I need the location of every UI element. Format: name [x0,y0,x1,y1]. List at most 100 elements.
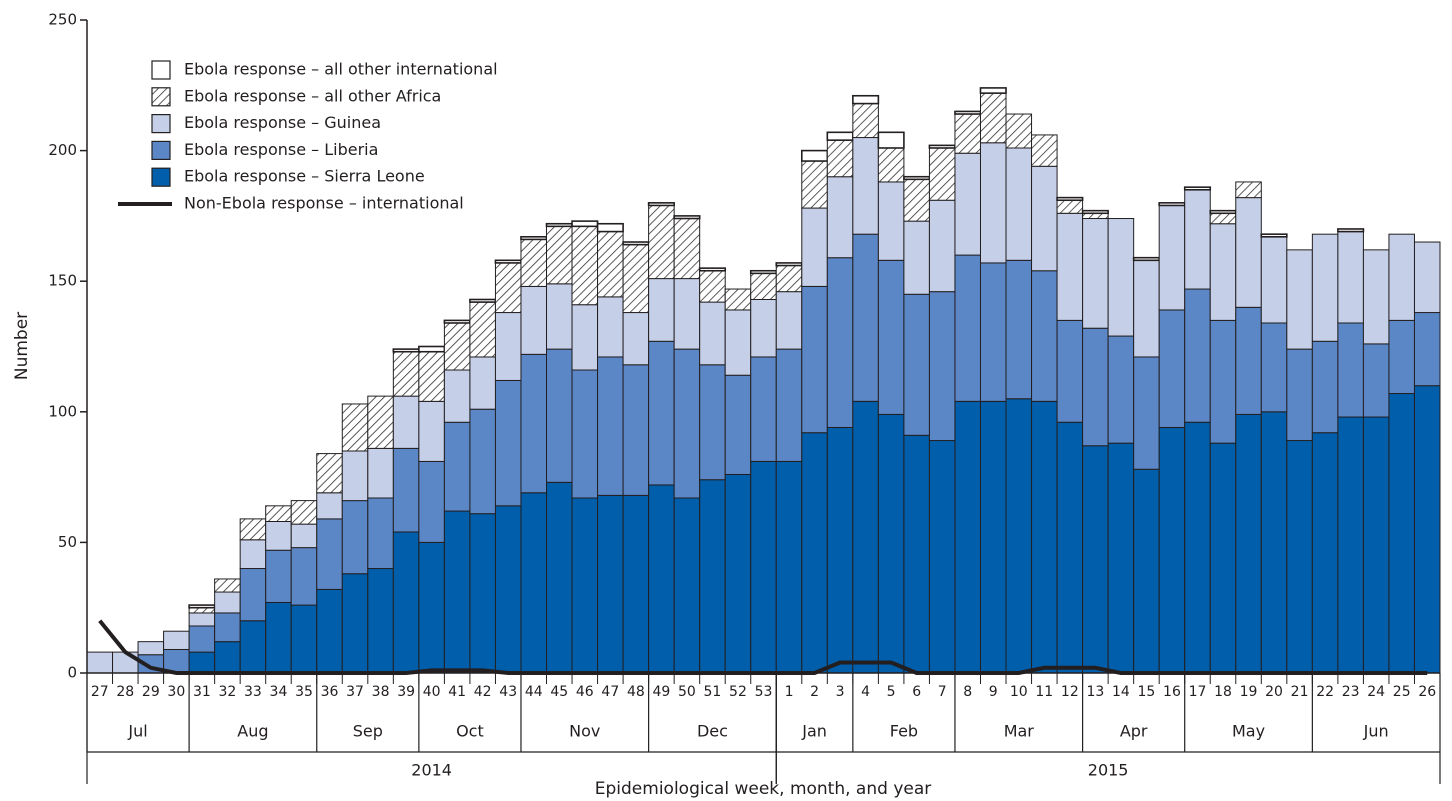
bar-segment [214,591,241,614]
x-tick-label: 29 [142,684,160,700]
bar-segment [494,312,522,381]
bar-segment [1133,259,1160,358]
bar-segment [750,356,777,462]
bar-segment [775,348,803,462]
bar-segment [239,518,267,541]
x-tick-label: 45 [550,684,568,700]
legend-swatch [151,87,171,107]
x-tick-label: 20 [1265,684,1283,700]
bar-segment [750,298,777,358]
bar-segment [1413,312,1441,387]
bar-segment [1235,181,1262,199]
bar-segment [648,340,675,486]
bar-segment [979,92,1007,144]
x-tick-label: 13 [1086,684,1104,700]
bar-segment [137,641,165,656]
bar-segment [316,588,343,674]
x-tick-label: 48 [627,684,645,700]
month-label: Oct [456,722,484,741]
bar-segment [749,269,778,275]
bar-segment [188,604,216,609]
bar-segment [673,278,701,350]
bar-segment [341,403,369,452]
bar-segment [1133,468,1160,674]
bar-segment [469,298,497,303]
bar-segment [443,369,471,423]
x-tick-label: 53 [755,684,773,700]
bar-segment [1158,202,1186,207]
x-tick-label: 4 [861,684,870,700]
bar-segment [954,400,981,674]
bar-segment [1031,165,1058,272]
bar-segment [826,139,854,178]
bar-segment [724,473,752,674]
bar-segment [265,505,292,523]
bar-segment [826,257,854,428]
bar-segment [443,319,471,324]
bar-segment [571,220,599,228]
bar-segment [367,395,394,449]
bar-segment [418,541,445,674]
y-tick-label: 100 [48,402,77,420]
bar-segment [877,131,905,149]
bar-segment [1005,259,1033,400]
bar-segment [469,513,496,674]
bar-segment [1184,421,1211,674]
bar-segment [954,254,981,402]
y-tick-label: 250 [48,11,77,29]
bar-segment [290,523,318,549]
bar-segment [954,113,981,154]
bar-segment [622,364,650,496]
bar-segment [903,293,930,436]
x-tick-label: 1 [785,684,794,700]
x-tick-label: 23 [1342,684,1360,700]
bar-segment [1311,340,1339,434]
bar-segment [214,578,241,593]
bar-segment [316,492,343,520]
bar-segment [214,641,241,674]
y-tick-label: 50 [58,533,77,551]
bar-segment [826,131,854,141]
bar-segment [877,259,905,415]
bar-segment [545,222,573,228]
bar-segment [648,484,675,674]
bar-segment [1286,348,1313,442]
bar-segment [392,348,420,353]
bar-segment [673,215,701,220]
bar-segment [1132,256,1160,262]
bar-segment [928,291,956,442]
x-tick-label: 27 [91,684,109,700]
bar-segment [520,238,548,287]
bar-segment [1260,236,1288,324]
bar-segment [1056,319,1084,423]
bar-segment [1337,231,1364,324]
bar-segment [673,218,701,280]
bar-segment [1209,223,1237,321]
bar-segment [597,296,624,358]
bar-segment [1209,442,1237,674]
month-label: Feb [890,722,918,741]
x-tick-label: 24 [1367,684,1385,700]
bar-segment [903,434,930,674]
bar-segment [852,103,879,139]
bar-segment [1286,249,1313,350]
x-tick-label: 12 [1061,684,1079,700]
x-tick-label: 51 [704,684,722,700]
x-tick-label: 14 [1112,684,1130,700]
x-tick-label: 44 [525,684,543,700]
bar-segment [801,207,828,287]
bar-segment [801,285,828,434]
y-tick-label: 150 [48,272,77,290]
bar-segment [239,568,267,622]
legend-label: Ebola response – all other Africa [184,86,441,105]
bar-segment [673,348,701,499]
bar-segment [622,241,650,246]
y-tick-label: 200 [48,141,77,159]
year-label: 2014 [411,761,452,780]
bar-segment [775,262,803,267]
bar-segment [1184,189,1211,290]
bar-segment [1362,249,1390,345]
bar-segment [928,199,956,293]
bar-segment [239,620,267,674]
bar-segment [1286,440,1313,674]
